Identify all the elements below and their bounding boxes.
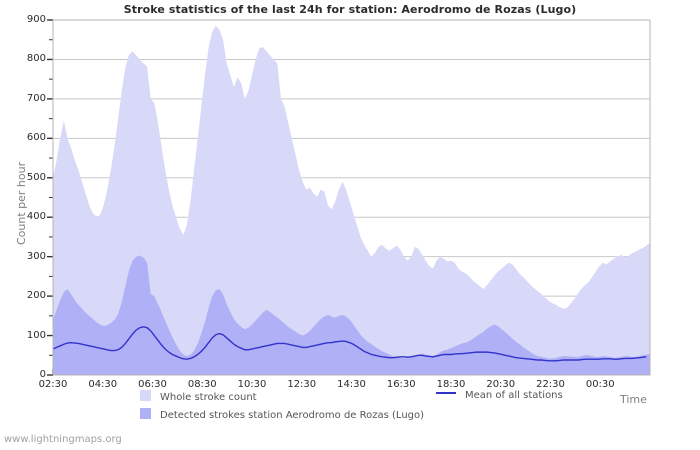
legend-item-whole-stroke-count[interactable]: Whole stroke count bbox=[140, 390, 257, 403]
series-area bbox=[53, 255, 650, 375]
legend-swatch-whole-stroke-count bbox=[140, 390, 151, 401]
y-tick-label: 400 bbox=[26, 211, 46, 223]
x-tick-label: 20:30 bbox=[486, 379, 516, 390]
x-tick-label: 16:30 bbox=[386, 379, 416, 390]
legend-swatch-detected-strokes bbox=[140, 408, 151, 419]
y-tick-label: 900 bbox=[26, 14, 46, 25]
y-tick-label: 0 bbox=[39, 369, 46, 380]
x-tick-label: 10:30 bbox=[237, 379, 267, 390]
legend-item-detected-strokes[interactable]: Detected strokes station Aerodromo de Ro… bbox=[140, 408, 424, 421]
y-tick-label: 200 bbox=[26, 290, 46, 302]
x-tick-label: 00:30 bbox=[585, 379, 615, 390]
chart-title: Stroke statistics of the last 24h for st… bbox=[123, 3, 577, 16]
x-tick-label: 04:30 bbox=[88, 379, 118, 390]
y-tick-label: 300 bbox=[26, 250, 46, 262]
series-line bbox=[52, 326, 647, 362]
legend-label-whole-stroke-count: Whole stroke count bbox=[160, 392, 257, 403]
x-tick-label: 22:30 bbox=[536, 379, 565, 390]
y-tick-label: 500 bbox=[26, 171, 46, 183]
x-tick-label: 12:30 bbox=[287, 379, 317, 390]
y-tick-label: 800 bbox=[26, 53, 46, 65]
legend-line-mean-of-all-stations bbox=[436, 392, 456, 394]
y-tick-label: 100 bbox=[26, 329, 46, 341]
footer-watermark: www.lightningmaps.org bbox=[4, 434, 122, 445]
legend-label-detected-strokes: Detected strokes station Aerodromo de Ro… bbox=[160, 410, 425, 421]
x-tick-label: 08:30 bbox=[187, 379, 217, 390]
x-tick-label: 14:30 bbox=[337, 379, 366, 390]
legend-label-mean-of-all-stations: Mean of all stations bbox=[465, 390, 563, 401]
series-area bbox=[53, 25, 650, 376]
x-tick-label: 18:30 bbox=[436, 379, 466, 390]
legend-item-mean-of-all-stations[interactable]: Mean of all stations bbox=[436, 390, 563, 401]
y-tick-label: 600 bbox=[26, 132, 46, 144]
y-tick-label: 700 bbox=[26, 92, 46, 104]
x-tick-label: 06:30 bbox=[138, 379, 167, 390]
x-axis-title: Time bbox=[620, 393, 647, 406]
chart-legend: Whole stroke count Detected strokes stat… bbox=[0, 390, 700, 428]
x-tick-label: 02:30 bbox=[38, 379, 68, 390]
